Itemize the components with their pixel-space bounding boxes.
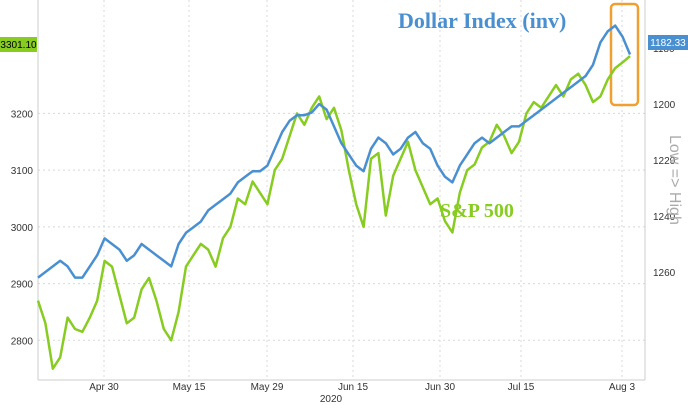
left-tick-label: 3200 xyxy=(11,109,34,120)
x-axis-year-label: 2020 xyxy=(320,394,343,405)
svg-text:3301.10: 3301.10 xyxy=(0,40,37,51)
left-tick-label: 3000 xyxy=(11,223,34,234)
right-tick-label: 1240 xyxy=(653,212,676,223)
x-tick-label: May 15 xyxy=(173,382,206,393)
dollar-index-label: Dollar Index (inv) xyxy=(398,8,566,33)
x-axis-ticks: Apr 30 May 15 May 29 Jun 15 Jun 30 Jul 15 Aug … xyxy=(89,382,635,393)
highlight-box xyxy=(609,2,640,107)
right-axis-note: Low => High xyxy=(666,135,683,225)
left-tick-label: 2900 xyxy=(11,280,34,291)
x-tick-label: Aug 3 xyxy=(609,382,636,393)
series-line-spx xyxy=(36,55,631,370)
right-tick-label: 1260 xyxy=(653,268,676,279)
spx-label: S&P 500 xyxy=(440,200,514,222)
dollar-last-value-badge: 1182.33 xyxy=(648,35,688,50)
x-tick-label: Apr 30 xyxy=(89,382,119,393)
left-tick-label: 3100 xyxy=(11,166,34,177)
left-axis-ticks: 2800 2900 3000 3100 3200 xyxy=(11,109,34,347)
x-tick-label: May 29 xyxy=(251,382,284,393)
right-tick-label: 1200 xyxy=(653,100,676,111)
left-tick-label: 2800 xyxy=(11,336,34,347)
x-tick-label: Jun 30 xyxy=(425,382,455,393)
x-tick-label: Jul 15 xyxy=(508,382,535,393)
axes xyxy=(37,0,646,381)
right-tick-label: 1220 xyxy=(653,156,676,167)
x-tick-label: Jun 15 xyxy=(338,382,368,393)
series-line-dollar-index xyxy=(37,24,632,279)
svg-text:1182.33: 1182.33 xyxy=(650,38,686,49)
spx-last-value-badge: 3301.10 xyxy=(0,37,37,52)
